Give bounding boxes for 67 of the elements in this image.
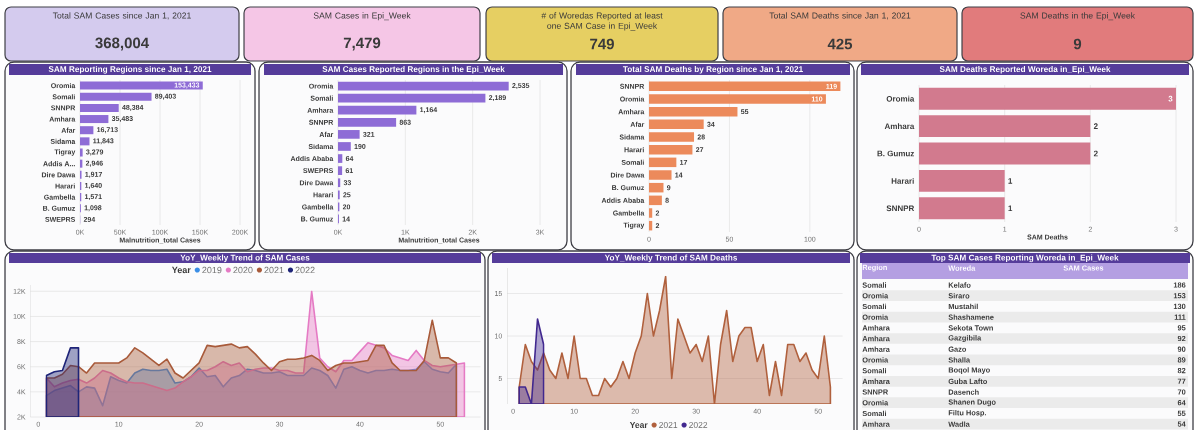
- bar: [919, 115, 1091, 138]
- legend-label: 2020: [233, 266, 253, 274]
- bar: [649, 106, 738, 117]
- bar: [649, 144, 693, 155]
- chart-title: YoY_Weekly Trend of SAM Cases: [180, 254, 310, 263]
- bar: [649, 157, 677, 168]
- bar: [80, 92, 152, 101]
- legend-label: 2021: [264, 266, 284, 274]
- chart-title: SAM Reporting Regions since Jan 1, 2021: [48, 65, 212, 74]
- y-tick-label: Amhara: [884, 123, 915, 130]
- data-label: 1: [1008, 178, 1013, 184]
- bar: [649, 119, 704, 130]
- bar: [338, 154, 343, 163]
- bar: [649, 208, 653, 218]
- bar: [80, 126, 94, 135]
- text: 368,004: [95, 37, 150, 51]
- bar: [338, 178, 341, 188]
- legend-label: 2021: [659, 421, 678, 429]
- text: # of Woredas Reported at least one SAM Case in Epi_Week: [541, 12, 663, 31]
- chart-title: Total SAM Deaths by Region since Jan 1, 2021: [622, 65, 803, 74]
- bar: [649, 182, 664, 193]
- bar: [80, 148, 83, 157]
- legend-title: Year: [629, 422, 648, 428]
- legend-label: 2022: [295, 266, 315, 274]
- bar: [338, 117, 397, 127]
- bar: [649, 81, 841, 92]
- bar: [80, 115, 109, 124]
- bar: [338, 142, 351, 151]
- y-tick-label: Oromia: [886, 95, 915, 102]
- bar: [919, 197, 1005, 220]
- text: Total SAM Cases since Jan 1, 2021: [52, 12, 191, 20]
- bar: [338, 166, 343, 175]
- bar: [649, 132, 695, 142]
- bar: [80, 81, 203, 90]
- data-label: 1: [1008, 205, 1013, 212]
- text: SAM Deaths in the Epi_Week: [1020, 12, 1136, 21]
- chart-title: SAM Cases Reported Regions in the Epi_Week: [322, 65, 505, 74]
- bar: [919, 169, 1005, 192]
- text: 7,479: [343, 37, 381, 51]
- legend-label: 2019: [202, 266, 222, 274]
- bar: [919, 87, 1176, 110]
- bar: [80, 103, 119, 112]
- y-tick-label: SNNPR: [886, 205, 915, 212]
- y-tick-label: Harari: [891, 177, 914, 184]
- text: 9: [1073, 38, 1082, 50]
- bar: [649, 94, 826, 104]
- data-label: 2: [1093, 150, 1098, 157]
- data-label: 3: [1168, 95, 1173, 102]
- chart-title: YoY_Weekly Trend of SAM Deaths: [604, 254, 738, 263]
- bar: [338, 105, 417, 115]
- data-label: 2: [1093, 123, 1098, 129]
- text: 425: [827, 38, 853, 50]
- bar: [649, 170, 672, 180]
- legend-label: 2022: [689, 421, 708, 429]
- bar: [338, 130, 360, 139]
- bar: [338, 93, 486, 103]
- chart-title: SAM Deaths Reported Woreda in_Epi_Week: [939, 65, 1111, 74]
- y-tick-label: B. Gumuz: [877, 150, 915, 157]
- bar: [80, 137, 90, 146]
- text: SAM Cases in Epi_Week: [313, 12, 411, 21]
- bar: [649, 195, 662, 206]
- bar: [919, 142, 1091, 165]
- text: 749: [590, 38, 614, 50]
- text: Total SAM Deaths since Jan 1, 2021: [769, 12, 911, 20]
- legend-title: Year: [171, 266, 191, 274]
- text: Top SAM Cases Reporting Woreda in_Epi_Week: [931, 254, 1119, 263]
- bar: [338, 81, 509, 91]
